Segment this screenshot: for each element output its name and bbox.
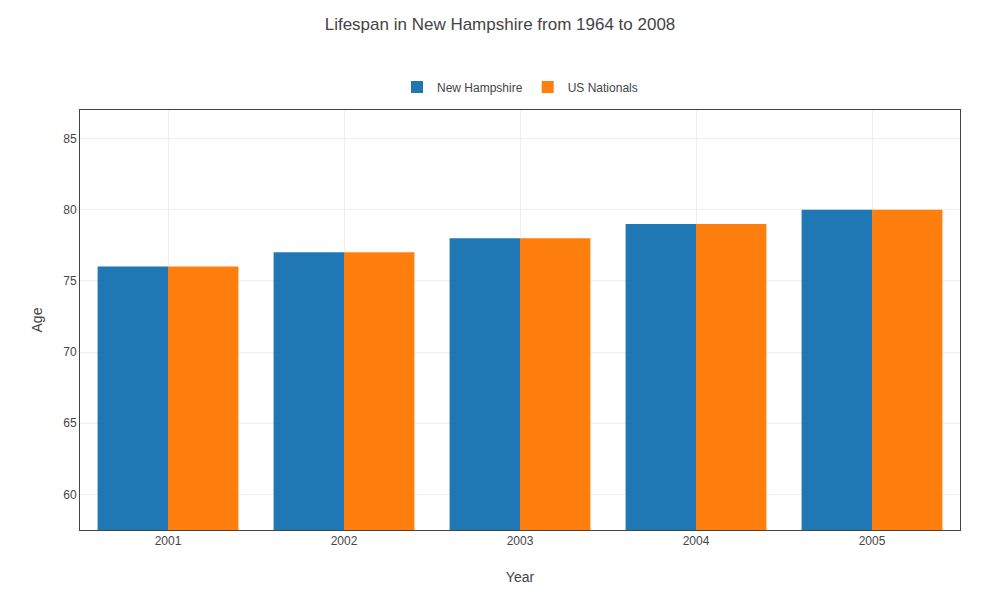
svg-text:2002: 2002 — [331, 534, 358, 548]
svg-text:2003: 2003 — [507, 534, 534, 548]
svg-text:New Hampshire: New Hampshire — [437, 81, 523, 95]
svg-text:Lifespan in New Hampshire from: Lifespan in New Hampshire from 1964 to 2… — [325, 15, 676, 34]
svg-text:80: 80 — [63, 203, 77, 217]
svg-text:2005: 2005 — [859, 534, 886, 548]
svg-text:60: 60 — [63, 488, 77, 502]
svg-text:US Nationals: US Nationals — [568, 81, 638, 95]
svg-text:Age: Age — [29, 307, 45, 332]
svg-text:2004: 2004 — [683, 534, 710, 548]
svg-text:2001: 2001 — [155, 534, 182, 548]
svg-text:65: 65 — [63, 416, 77, 430]
svg-text:70: 70 — [63, 345, 77, 359]
svg-text:85: 85 — [63, 132, 77, 146]
svg-text:75: 75 — [63, 274, 77, 288]
svg-text:Year: Year — [506, 569, 535, 585]
